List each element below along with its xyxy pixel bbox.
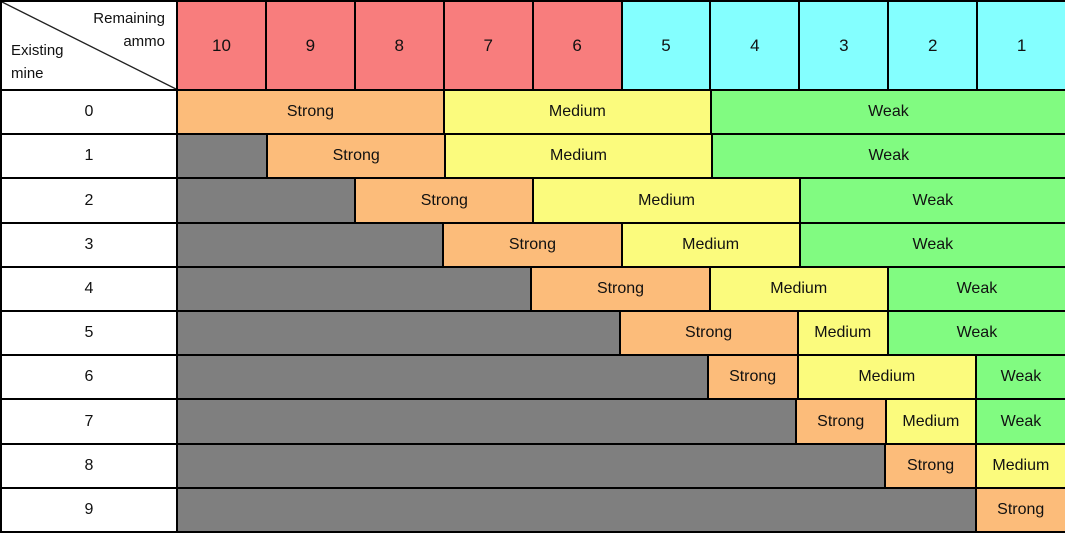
remaining-ammo-axis-label: Remaining ammo <box>93 10 165 50</box>
table-row-mine-2: 2 Strong Medium Weak <box>2 177 1065 222</box>
table-row-mine-1: 1 Strong Medium Weak <box>2 133 1065 178</box>
blocked-segment <box>178 223 443 266</box>
ammo-header-4: 4 <box>709 2 799 89</box>
ammo-header-cells: 10 9 8 7 6 5 4 3 2 1 <box>178 2 1065 89</box>
mine-row-label: 7 <box>2 400 178 443</box>
mine-row-label: 5 <box>2 312 178 355</box>
strong-segment: Strong <box>974 488 1065 532</box>
table-row-mine-0: 0 Strong Medium Weak <box>2 89 1065 134</box>
mine-row-label: 3 <box>2 223 178 266</box>
mine-row-label: 0 <box>2 91 178 134</box>
table-row-mine-4: 4 Strong Medium Weak <box>2 265 1065 311</box>
medium-segment: Medium <box>444 135 711 178</box>
medium-segment: Medium <box>884 400 975 443</box>
diagonal-divider-line <box>2 2 176 89</box>
weak-segment: Weak <box>886 312 1065 355</box>
table-row-mine-3: 3 Strong Medium Weak <box>2 221 1065 266</box>
blocked-segment <box>178 356 707 399</box>
existing-mine-axis-label: Existing mine <box>11 42 64 82</box>
medium-segment: Medium <box>796 312 887 355</box>
table-body: 0 Strong Medium Weak 1 Strong Medium Weak 2 Stron… <box>2 89 1065 532</box>
blocked-segment <box>178 400 795 443</box>
medium-segment: Medium <box>442 91 710 134</box>
ammo-header-1: 1 <box>976 2 1065 89</box>
header-row: Remaining ammo Existing mine 10 9 8 7 6 5 4 3 2 1 <box>2 2 1065 89</box>
table-row-mine-5: 5 Strong Medium Weak <box>2 310 1065 355</box>
strong-segment: Strong <box>266 135 445 178</box>
table-row-mine-6: 6 Strong Medium Weak <box>2 354 1065 399</box>
blocked-segment <box>178 488 975 532</box>
strong-segment: Strong <box>442 223 621 266</box>
medium-segment: Medium <box>532 179 799 222</box>
ammo-header-2: 2 <box>887 2 977 89</box>
strong-segment: Strong <box>618 312 797 355</box>
strong-segment: Strong <box>178 91 443 134</box>
strong-segment: Strong <box>706 356 797 399</box>
blocked-segment <box>178 135 267 178</box>
strong-segment: Strong <box>884 444 975 487</box>
ammo-header-7: 7 <box>442 2 532 89</box>
strong-segment: Strong <box>530 267 709 311</box>
mine-row-label: 4 <box>2 267 178 311</box>
blocked-segment <box>178 312 619 355</box>
ammo-header-5: 5 <box>620 2 710 89</box>
weak-segment: Weak <box>798 179 1065 222</box>
medium-segment: Medium <box>620 223 799 266</box>
blocked-segment <box>178 179 355 222</box>
weak-segment: Weak <box>886 267 1065 311</box>
table-row-mine-9: 9 Strong <box>2 486 1065 532</box>
mine-row-label: 6 <box>2 356 178 399</box>
ammo-header-10: 10 <box>178 2 265 89</box>
mine-row-label: 2 <box>2 179 178 222</box>
weak-segment: Weak <box>709 91 1065 134</box>
ammo-header-6: 6 <box>531 2 621 89</box>
mine-row-label: 9 <box>2 488 178 532</box>
ammo-header-8: 8 <box>353 2 443 89</box>
medium-segment: Medium <box>796 356 975 399</box>
weak-segment: Weak <box>974 356 1065 399</box>
mine-row-label: 8 <box>2 444 178 487</box>
strong-segment: Strong <box>794 400 885 443</box>
weak-segment: Weak <box>710 135 1065 178</box>
table-row-mine-7: 7 Strong Medium Weak <box>2 398 1065 443</box>
table-row-mine-8: 8 Strong Medium <box>2 442 1065 487</box>
strong-segment: Strong <box>354 179 533 222</box>
weak-segment: Weak <box>974 400 1065 443</box>
mine-row-label: 1 <box>2 135 178 178</box>
medium-segment: Medium <box>974 444 1065 487</box>
blocked-segment <box>178 267 531 311</box>
medium-segment: Medium <box>708 267 887 311</box>
ammo-header-9: 9 <box>264 2 354 89</box>
corner-header-cell: Remaining ammo Existing mine <box>2 2 178 89</box>
blocked-segment <box>178 444 885 487</box>
weak-segment: Weak <box>798 223 1065 266</box>
ammo-header-3: 3 <box>798 2 888 89</box>
